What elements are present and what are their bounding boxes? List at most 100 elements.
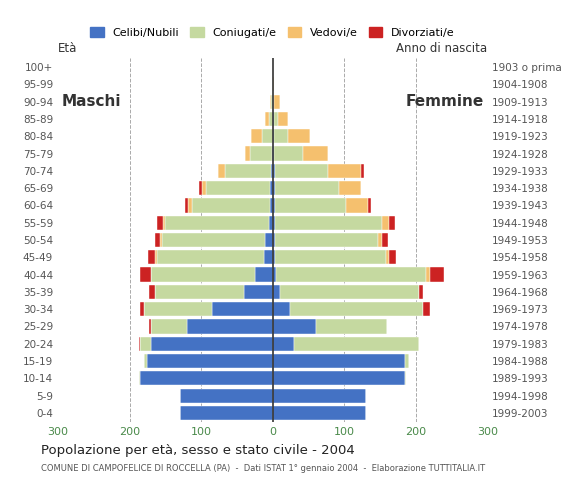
Bar (273, 371, 405, 385)
Text: Maschi: Maschi (61, 94, 121, 109)
Bar (148, 250, 155, 264)
Bar (184, 198, 188, 213)
Bar (274, 112, 278, 126)
Bar (251, 146, 272, 161)
Bar (270, 181, 273, 195)
Bar (187, 319, 273, 334)
Bar (274, 146, 303, 161)
Bar (361, 164, 364, 178)
Bar (275, 198, 346, 213)
Bar (291, 302, 423, 316)
Bar (147, 354, 273, 368)
Bar (275, 233, 379, 247)
Bar (206, 181, 270, 195)
Bar (379, 233, 382, 247)
Bar (274, 95, 280, 109)
Bar (251, 129, 262, 144)
Bar (245, 146, 251, 161)
Bar (430, 267, 444, 282)
Bar (272, 146, 273, 161)
Bar (188, 198, 192, 213)
Bar (273, 198, 275, 213)
Bar (154, 285, 244, 299)
Bar (405, 371, 407, 385)
Bar (316, 319, 387, 334)
Bar (273, 146, 274, 161)
Bar (382, 233, 388, 247)
Bar (139, 371, 140, 385)
Bar (271, 164, 273, 178)
Bar (154, 233, 160, 247)
Bar (273, 129, 274, 144)
Bar (149, 319, 151, 334)
Bar (139, 336, 140, 351)
Bar (273, 77, 274, 92)
Bar (368, 198, 371, 213)
Bar (140, 267, 151, 282)
Bar (273, 388, 365, 403)
Bar (140, 336, 151, 351)
Bar (273, 112, 274, 126)
Bar (278, 112, 288, 126)
Bar (151, 336, 273, 351)
Bar (274, 129, 288, 144)
Bar (264, 250, 273, 264)
Bar (389, 250, 396, 264)
Bar (270, 198, 273, 213)
Bar (273, 267, 276, 282)
Bar (180, 406, 273, 420)
Bar (151, 319, 187, 334)
Bar (339, 181, 361, 195)
Bar (199, 181, 202, 195)
Bar (224, 164, 271, 178)
Bar (269, 216, 273, 230)
Text: Popolazione per età, sesso e stato civile - 2004: Popolazione per età, sesso e stato civil… (41, 444, 354, 456)
Bar (262, 129, 273, 144)
Bar (382, 216, 389, 230)
Bar (144, 302, 212, 316)
Bar (273, 181, 275, 195)
Bar (423, 302, 430, 316)
Bar (273, 233, 275, 247)
Bar (157, 250, 264, 264)
Bar (266, 112, 269, 126)
Bar (269, 112, 273, 126)
Bar (255, 267, 273, 282)
Bar (273, 319, 316, 334)
Bar (273, 164, 275, 178)
Bar (149, 285, 154, 299)
Bar (271, 95, 273, 109)
Bar (212, 302, 273, 316)
Bar (218, 164, 224, 178)
Bar (160, 233, 162, 247)
Bar (275, 216, 382, 230)
Bar (275, 181, 339, 195)
Text: Anno di nascita: Anno di nascita (396, 42, 487, 55)
Bar (273, 336, 294, 351)
Bar (328, 164, 361, 178)
Bar (273, 250, 275, 264)
Bar (280, 285, 419, 299)
Bar (163, 216, 165, 230)
Bar (273, 95, 274, 109)
Bar (275, 250, 386, 264)
Bar (202, 181, 206, 195)
Bar (144, 354, 147, 368)
Bar (294, 336, 419, 351)
Bar (273, 406, 365, 420)
Text: Femmine: Femmine (405, 94, 484, 109)
Legend: Celibi/Nubili, Coniugati/e, Vedovi/e, Divorziati/e: Celibi/Nubili, Coniugati/e, Vedovi/e, Di… (86, 23, 459, 42)
Bar (426, 267, 430, 282)
Bar (386, 250, 389, 264)
Bar (270, 95, 271, 109)
Bar (244, 285, 273, 299)
Bar (140, 371, 273, 385)
Bar (162, 233, 266, 247)
Bar (266, 233, 273, 247)
Text: Età: Età (58, 42, 77, 55)
Bar (157, 216, 163, 230)
Bar (273, 354, 405, 368)
Bar (155, 250, 157, 264)
Bar (346, 198, 368, 213)
Bar (288, 129, 310, 144)
